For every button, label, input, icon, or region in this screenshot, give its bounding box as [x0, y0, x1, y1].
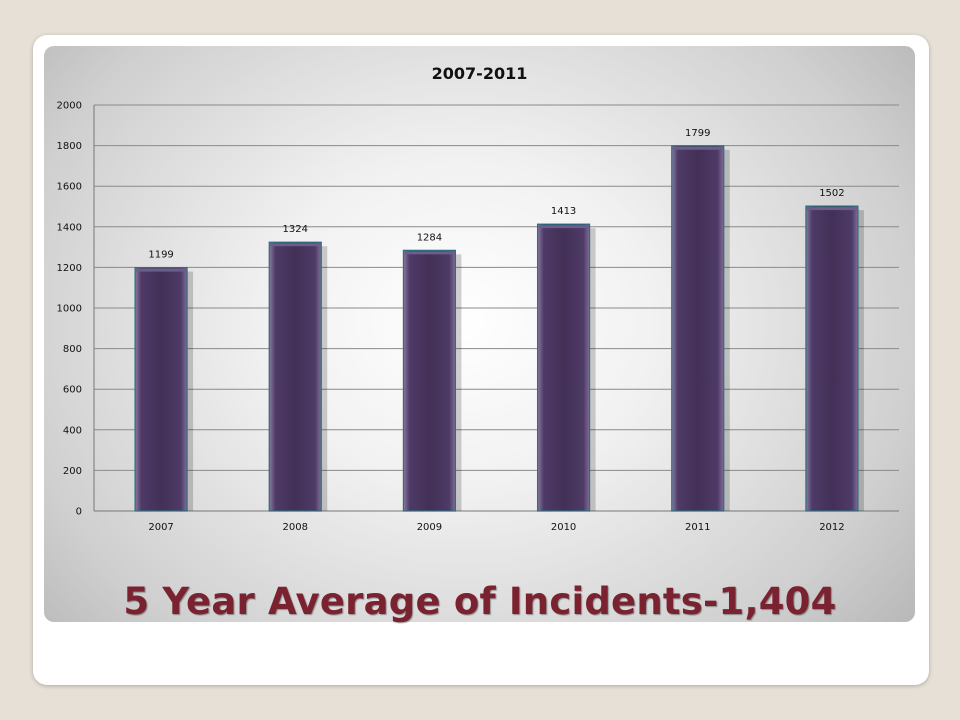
y-tick-label: 800	[63, 344, 82, 355]
y-tick-label: 600	[63, 385, 82, 396]
data-label: 1502	[819, 188, 844, 199]
y-tick-label: 200	[63, 466, 82, 477]
y-tick-label: 1400	[57, 222, 82, 233]
bar-top-bevel	[136, 268, 187, 272]
y-tick-label: 0	[76, 507, 82, 518]
y-tick-label: 400	[63, 425, 82, 436]
bar	[402, 249, 457, 512]
y-tick-label: 2000	[57, 101, 82, 112]
data-label: 1324	[283, 224, 308, 235]
y-tick-label: 1200	[57, 263, 82, 274]
bar-top-bevel	[672, 146, 723, 150]
x-tick-label: 2012	[819, 522, 844, 533]
data-label: 1199	[148, 250, 173, 261]
x-tick-label: 2008	[283, 522, 308, 533]
x-tick-label: 2010	[551, 522, 576, 533]
bar-top-bevel	[538, 225, 589, 229]
slide-title: 5 Year Average of Incidents-1,404	[123, 580, 837, 623]
chart-title: 2007-2011	[431, 64, 528, 83]
x-tick-label: 2007	[148, 522, 173, 533]
chart-panel: 2007-2011 0 200 400 600 800 1000 1200 1400 1600 1…	[44, 46, 915, 622]
bar	[536, 223, 591, 512]
data-label: 1413	[551, 206, 576, 217]
x-tick-label: 2009	[417, 522, 442, 533]
bar-top-bevel	[270, 243, 321, 247]
y-tick-label: 1800	[57, 141, 82, 152]
bar-chart: 0 200 400 600 800 1000 1200 1400 1600 1800 2000 119…	[57, 101, 899, 533]
bar	[671, 145, 725, 512]
bar	[268, 241, 322, 512]
bar	[805, 205, 859, 512]
y-tick-label: 1000	[57, 304, 82, 315]
x-tick-label: 2011	[685, 522, 710, 533]
bar-top-bevel	[404, 251, 455, 255]
bar-top-bevel	[806, 207, 857, 211]
y-tick-label: 1600	[57, 182, 82, 193]
data-label: 1799	[685, 128, 710, 139]
data-label: 1284	[417, 232, 442, 243]
bar	[134, 267, 188, 512]
